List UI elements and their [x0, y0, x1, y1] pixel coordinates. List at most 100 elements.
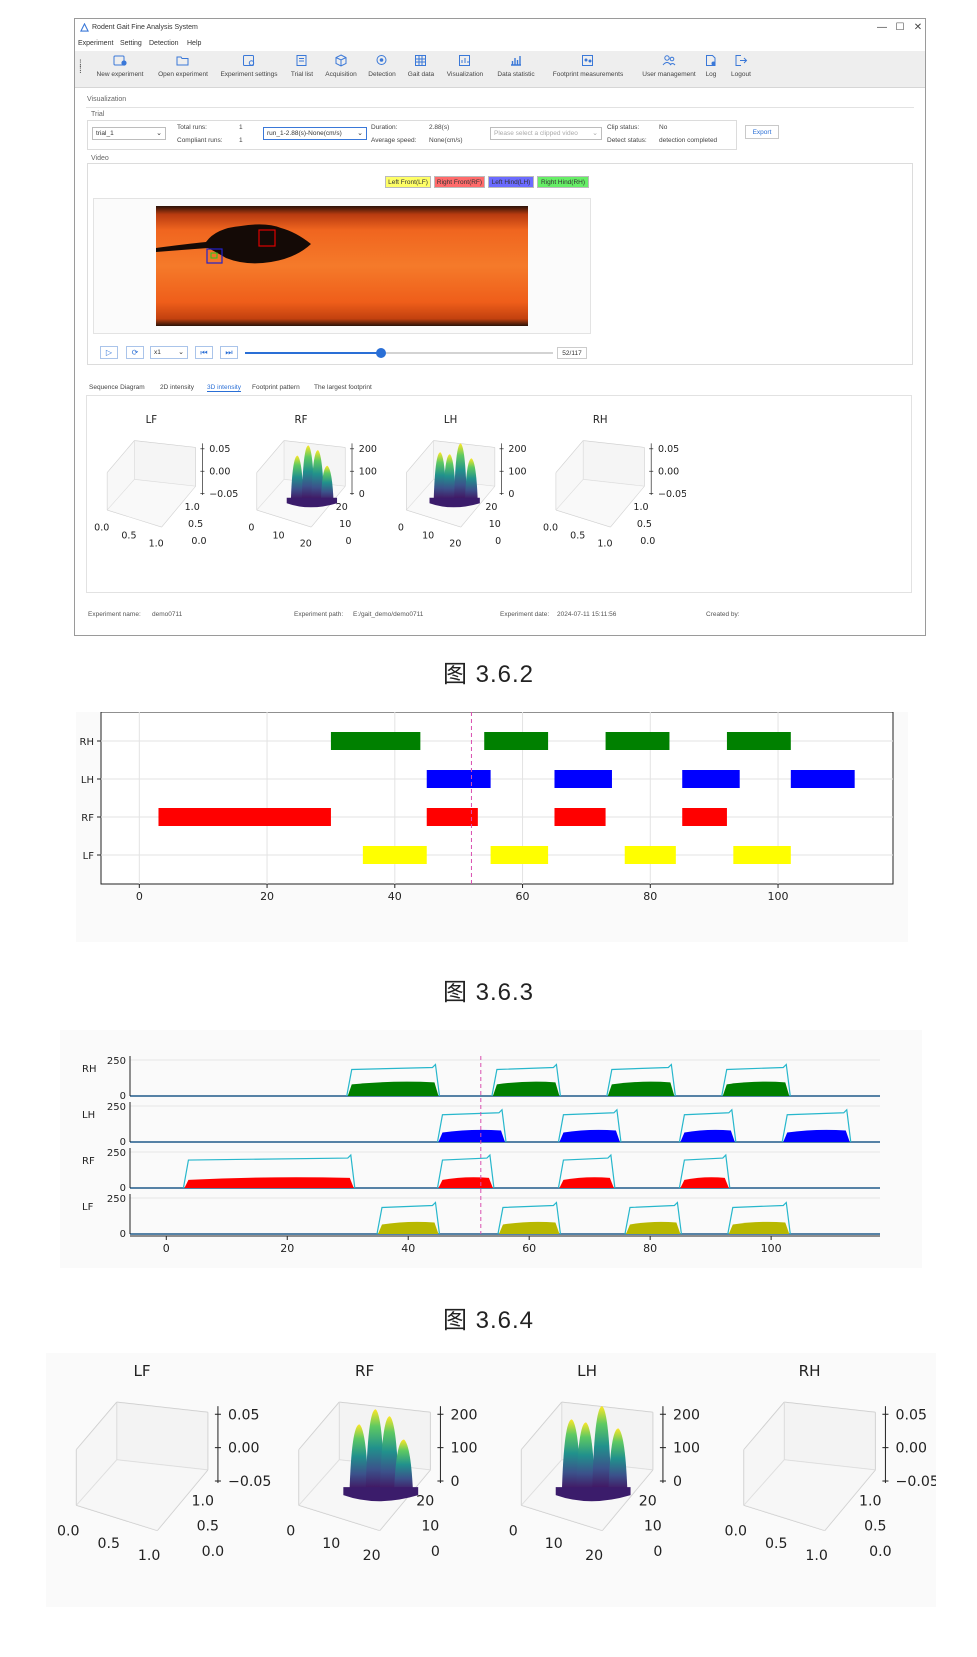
experiment-name: demo0711: [152, 611, 183, 618]
step-sequence-chart: 0 20 40 60 80 100 RH LH RF LF: [76, 712, 908, 942]
y-tick-label: 20: [336, 502, 348, 513]
floor-pane: [556, 479, 645, 527]
play-button[interactable]: ▷: [100, 346, 118, 359]
gantt-bar-lh: [426, 770, 491, 788]
toolbar-new-experiment[interactable]: New experiment: [91, 53, 149, 78]
axis-pane-edge: [116, 1401, 208, 1413]
intensity-area-lf: [728, 1221, 790, 1234]
tab-3d-intensity[interactable]: 3D intensity: [207, 384, 241, 392]
toolbar-open-experiment[interactable]: Open experiment: [153, 53, 213, 78]
side-pane: [743, 1402, 785, 1506]
toolbar-experiment-settings[interactable]: Experiment settings: [218, 53, 280, 78]
chevron-down-icon: ⌄: [592, 130, 598, 137]
toolbar-visualization[interactable]: Visualization: [443, 53, 487, 78]
panel-label: RH: [82, 1064, 96, 1075]
tab-footprint-pattern[interactable]: Footprint pattern: [252, 384, 300, 391]
x-tick-label: 20: [260, 890, 274, 903]
side-pane: [256, 440, 284, 510]
menu-setting[interactable]: Setting: [120, 40, 142, 47]
window-title: Rodent Gait Fine Analysis System: [92, 24, 198, 31]
toolbar-user-management[interactable]: User management: [637, 53, 701, 78]
panel-title: RF: [355, 1362, 374, 1380]
z-tick-label: 0: [451, 1474, 460, 1490]
contact-area-line: [606, 1063, 676, 1097]
surface-peak: [349, 1424, 369, 1496]
y-tick-label: 0: [120, 1183, 126, 1194]
side-pane: [406, 440, 434, 510]
gantt-bar-rf: [158, 808, 331, 826]
intensity-area-rf: [680, 1177, 729, 1188]
x-tick-label: 10: [322, 1536, 340, 1552]
toolbar-acquisition[interactable]: Acquisition: [323, 53, 359, 78]
toolbar-label: Data statistic: [497, 71, 535, 78]
next-frame-button[interactable]: ⏭: [220, 346, 238, 359]
trial-select-value: trial_1: [96, 130, 114, 137]
gantt-bar-rh: [484, 732, 549, 750]
minimize-button[interactable]: —: [877, 22, 887, 33]
3d-intensity-chart-large: LF0.050.00−0.050.00.51.0 0.00.51.0RF20010…: [46, 1353, 936, 1607]
video-player[interactable]: [156, 206, 528, 326]
x-tick-label: 20: [300, 539, 312, 550]
contact-area-line: [721, 1063, 791, 1097]
x-tick-label: 0.5: [97, 1536, 120, 1552]
surface-base: [343, 1487, 419, 1502]
experiment-path: E:/gait_demo/demo0711: [353, 611, 424, 618]
loop-button[interactable]: ⟳: [126, 346, 144, 359]
axis-pane-edge: [610, 485, 645, 528]
y-tick-label: 1.0: [633, 502, 648, 513]
toolbar-data-statistic[interactable]: Data statistic: [493, 53, 539, 78]
toolbar-logout[interactable]: Logout: [729, 53, 753, 78]
legend-right-hind: Right Hind(RH): [537, 176, 589, 188]
toolbar-trial-list[interactable]: Trial list: [287, 53, 317, 78]
z-tick-label: 0.00: [228, 1441, 260, 1457]
x-tick-label: 0.5: [121, 531, 136, 542]
settings-icon: [243, 55, 255, 66]
experiment-date: 2024-07-11 15:11:56: [557, 611, 617, 618]
menu-detection[interactable]: Detection: [149, 40, 179, 47]
axis-pane-edge: [106, 440, 135, 473]
intensity-area-lh: [559, 1129, 620, 1142]
frame-slider-handle[interactable]: [375, 348, 386, 358]
list-icon: [296, 55, 307, 66]
toolbar-detection[interactable]: Detection: [365, 53, 399, 78]
run-select[interactable]: run_1-2.88(s)-None(cm/s) ⌄: [263, 127, 367, 140]
video-group-label: Video: [91, 155, 109, 162]
previous-frame-button[interactable]: ⏮: [195, 346, 213, 359]
x-tick-label: 80: [643, 890, 657, 903]
x-tick-label: 0.0: [725, 1524, 748, 1540]
tab-sequence-diagram[interactable]: Sequence Diagram: [89, 384, 145, 391]
menu-help[interactable]: Help: [187, 40, 202, 47]
y-tick-label: 0.5: [188, 519, 203, 530]
menu-experiment[interactable]: Experiment: [78, 40, 114, 47]
surface-peak: [301, 445, 315, 504]
y-tick-label: RH: [80, 737, 94, 748]
frame-slider[interactable]: [245, 348, 553, 358]
close-button[interactable]: ✕: [913, 22, 923, 33]
export-button[interactable]: Export: [745, 125, 779, 139]
side-pane: [521, 1402, 562, 1506]
skip-back-icon: ⏮: [200, 348, 208, 357]
clipped-video-select[interactable]: Please select a clipped video ⌄: [490, 127, 602, 140]
back-pane: [116, 1402, 208, 1470]
toolbar-footprint-measurements[interactable]: Footprint measurements: [545, 53, 631, 78]
cube-icon: [335, 54, 347, 67]
surface-peak: [464, 458, 478, 504]
average-speed-label: Average speed:: [371, 137, 417, 144]
side-pane: [556, 440, 584, 510]
x-tick-label: 0.5: [570, 531, 585, 542]
trial-group-label: Trial: [91, 111, 105, 118]
z-tick-label: 0.00: [209, 467, 230, 478]
toolbar-gait-data[interactable]: Gait data: [405, 53, 437, 78]
toolbar-grip-icon[interactable]: ⁞ ⁞: [79, 59, 82, 76]
surface-base: [555, 1487, 631, 1502]
speed-select[interactable]: x1 ⌄: [150, 346, 188, 359]
panel-label: RF: [82, 1156, 95, 1167]
toolbar-log[interactable]: Log: [704, 53, 718, 78]
toolbar-label: Trial list: [290, 71, 314, 78]
panel-label: LF: [82, 1202, 94, 1213]
tab-2d-intensity[interactable]: 2D intensity: [160, 384, 194, 391]
chevron-down-icon: ⌄: [357, 130, 363, 137]
maximize-button[interactable]: ☐: [895, 22, 905, 33]
trial-select[interactable]: trial_1 ⌄: [92, 127, 166, 140]
tab-largest-footprint[interactable]: The largest footprint: [314, 384, 372, 391]
